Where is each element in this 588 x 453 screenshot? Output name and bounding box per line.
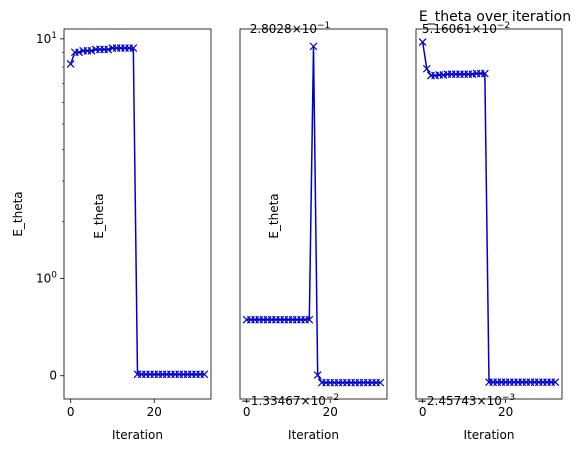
x-tick-label: 20 <box>323 405 338 419</box>
y-axis-label-inner: E_theta <box>92 193 106 238</box>
series-line <box>69 47 205 376</box>
y-tick-label: 0 <box>49 369 57 383</box>
data-point-marker <box>551 378 560 387</box>
data-point-marker <box>313 371 322 379</box>
y-tick-label: 100 <box>36 270 57 285</box>
data-point-marker <box>200 370 209 379</box>
data-point-marker <box>66 60 75 68</box>
axes-frame <box>415 28 563 400</box>
data-point-marker <box>305 315 314 324</box>
x-axis-label: Iteration <box>464 428 515 442</box>
data-point-marker <box>418 38 427 46</box>
data-point-marker <box>480 69 489 78</box>
x-tick-label: 0 <box>67 405 75 419</box>
y-bottom-offset-label: −1.33467×10−2 <box>241 393 339 408</box>
axes-frame <box>63 28 212 400</box>
y-tick-label: 101 <box>36 31 57 46</box>
y-top-offset-label: 2.8028×10−1 <box>250 21 331 36</box>
data-point-marker <box>87 46 96 55</box>
series-line <box>421 41 556 383</box>
axes-frame <box>239 28 388 400</box>
x-tick-label: 20 <box>498 405 513 419</box>
x-axis-label: Iteration <box>288 428 339 442</box>
y-axis-label-inner: E_theta <box>267 193 281 238</box>
x-axis-label: Iteration <box>112 428 163 442</box>
x-tick-label: 0 <box>243 405 251 419</box>
data-point-marker <box>104 45 113 54</box>
subplot-2: 0 20 Iteration E_theta <box>239 28 388 442</box>
y-bottom-offset-label: −2.45743×10−3 <box>417 393 515 408</box>
subplot-3: 0 20 Iteration E_theta over iteration <box>415 9 571 442</box>
data-point-marker <box>376 378 385 387</box>
y-top-offset-label: 5.16061×10−2 <box>422 21 510 36</box>
x-tick-label: 0 <box>419 405 427 419</box>
data-point-marker <box>129 44 138 53</box>
subplot-1: 0 20 Iteration 0 100 101 E_theta E_theta <box>11 28 212 442</box>
data-point-marker <box>75 48 83 57</box>
data-point-marker <box>309 42 318 51</box>
subplot-title: E_theta over iteration <box>419 9 571 25</box>
y-axis-label: E_theta <box>11 191 25 236</box>
x-tick-label: 20 <box>147 405 162 419</box>
data-point-marker <box>422 64 431 73</box>
